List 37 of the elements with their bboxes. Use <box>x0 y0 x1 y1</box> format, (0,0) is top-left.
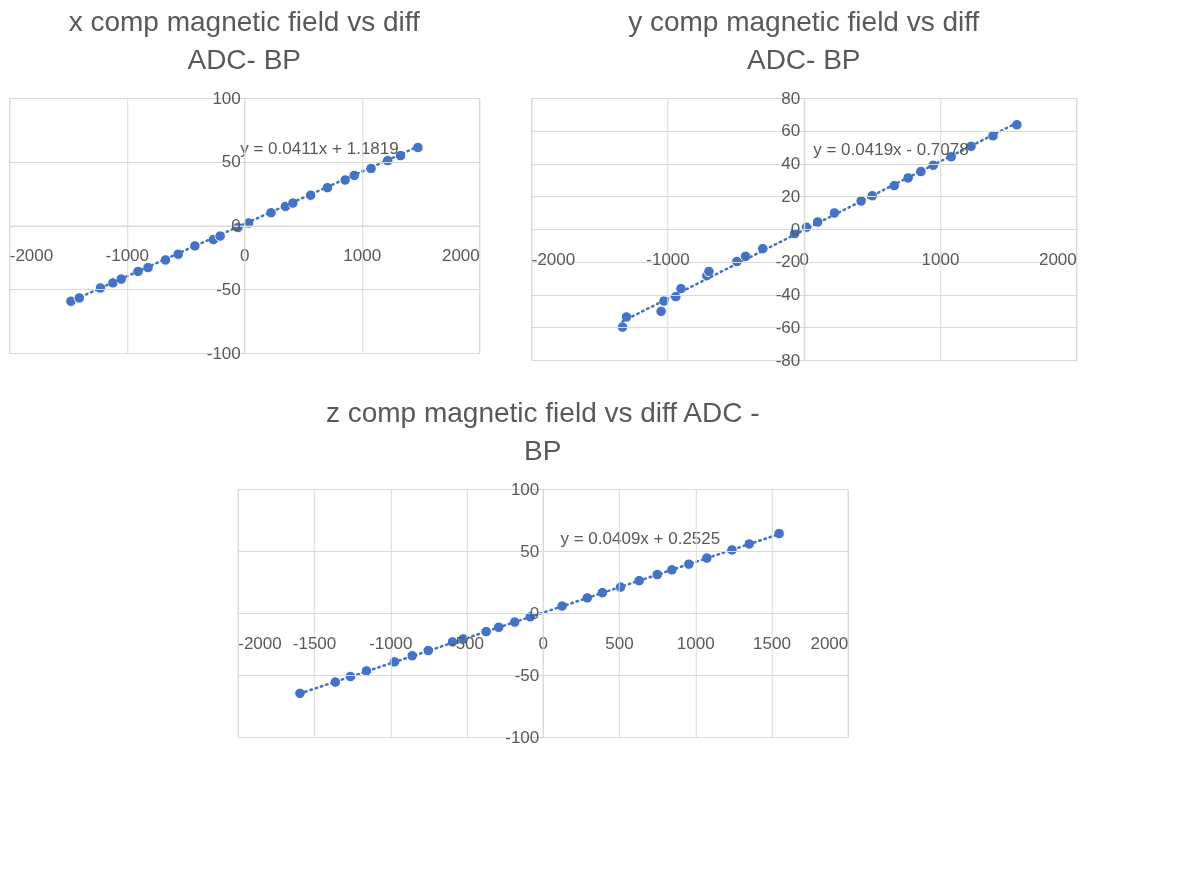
y-tick-label: -100 <box>505 727 540 747</box>
y-tick-label: -50 <box>216 279 241 299</box>
x-tick-label: -2000 <box>9 246 54 265</box>
x-tick-label: 1000 <box>343 246 382 265</box>
y-tick-label: -20 <box>775 252 801 272</box>
y-tick-label: -40 <box>775 285 801 304</box>
y-tick-label: -80 <box>775 350 801 370</box>
y-tick-label: 40 <box>781 154 801 173</box>
x-tick-label: -1000 <box>646 249 690 269</box>
y-tick-label: 100 <box>510 479 540 499</box>
x-tick-label: 1500 <box>753 633 791 653</box>
annotation: y = 0.0409x + 0.2525 <box>560 528 721 548</box>
y-tick-label: 100 <box>212 88 241 108</box>
y-tick-label: 80 <box>781 88 801 108</box>
y-tick-label: 20 <box>781 186 801 206</box>
y-tick-label: -50 <box>514 665 540 685</box>
x-tick-label: -1500 <box>292 633 337 653</box>
x-tick-label: 500 <box>605 633 634 653</box>
chart-title: z comp magnetic field vs diff ADC - BP <box>325 397 760 466</box>
chart-title: x comp magnetic field vs diff ADC- BP <box>68 6 421 75</box>
x-tick-label: -500 <box>449 633 485 653</box>
x-tick-label: 1000 <box>921 249 960 269</box>
x-tick-label: -1000 <box>105 246 149 265</box>
chart-title: y comp magnetic field vs diff ADC- BP <box>628 6 980 75</box>
x-tick-label: -2000 <box>238 633 282 653</box>
x-tick-label: 1000 <box>676 633 715 653</box>
x-tick-label: -2000 <box>531 249 576 269</box>
annotation: y = 0.0411x + 1.1819 <box>240 139 399 158</box>
x-tick-label: 2000 <box>1038 249 1077 269</box>
y-tick-label: 60 <box>781 121 801 141</box>
y-tick-label: -60 <box>775 317 801 337</box>
y-tick-label: 50 <box>520 541 540 561</box>
x-tick-label: 2000 <box>441 246 480 265</box>
x-tick-label: 2000 <box>810 633 849 653</box>
x-tick-label: -1000 <box>369 633 413 653</box>
y-tick-label: 50 <box>221 152 241 172</box>
y-tick-label: -100 <box>206 343 241 363</box>
